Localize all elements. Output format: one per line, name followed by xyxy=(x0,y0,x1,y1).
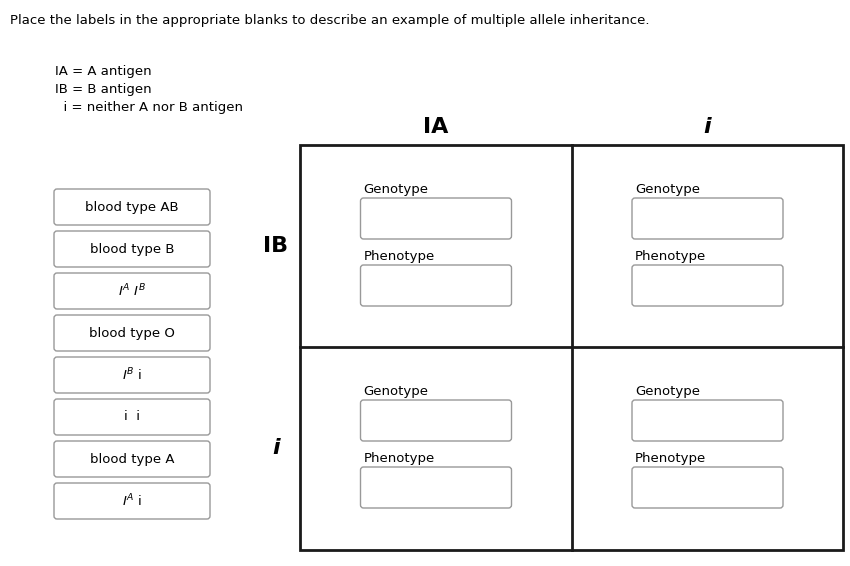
Text: $I^B$ i: $I^B$ i xyxy=(122,367,142,383)
Text: i  i: i i xyxy=(124,410,140,423)
Text: Phenotype: Phenotype xyxy=(364,452,434,465)
FancyBboxPatch shape xyxy=(360,400,512,441)
Text: blood type A: blood type A xyxy=(90,452,174,465)
Text: i: i xyxy=(704,117,711,137)
Text: Place the labels in the appropriate blanks to describe an example of multiple al: Place the labels in the appropriate blan… xyxy=(10,14,649,27)
Text: $I^A$ $I^B$: $I^A$ $I^B$ xyxy=(118,282,146,299)
Text: blood type AB: blood type AB xyxy=(85,200,178,213)
Bar xyxy=(300,145,843,550)
FancyBboxPatch shape xyxy=(54,231,210,267)
Text: Phenotype: Phenotype xyxy=(635,250,706,263)
FancyBboxPatch shape xyxy=(54,189,210,225)
Text: blood type B: blood type B xyxy=(90,242,174,255)
FancyBboxPatch shape xyxy=(54,483,210,519)
Text: Genotype: Genotype xyxy=(635,183,700,196)
Text: IB = B antigen: IB = B antigen xyxy=(55,83,151,96)
Text: IB: IB xyxy=(264,236,288,256)
FancyBboxPatch shape xyxy=(632,400,783,441)
FancyBboxPatch shape xyxy=(54,441,210,477)
Text: Genotype: Genotype xyxy=(364,385,428,398)
FancyBboxPatch shape xyxy=(360,265,512,306)
Text: Genotype: Genotype xyxy=(635,385,700,398)
FancyBboxPatch shape xyxy=(54,273,210,309)
Text: i = neither A nor B antigen: i = neither A nor B antigen xyxy=(55,101,243,114)
FancyBboxPatch shape xyxy=(54,357,210,393)
Text: $I^A$ i: $I^A$ i xyxy=(122,492,142,509)
FancyBboxPatch shape xyxy=(54,315,210,351)
FancyBboxPatch shape xyxy=(54,399,210,435)
Text: blood type O: blood type O xyxy=(89,327,175,340)
Text: IA: IA xyxy=(423,117,449,137)
Text: i: i xyxy=(272,439,280,458)
FancyBboxPatch shape xyxy=(632,265,783,306)
Text: Genotype: Genotype xyxy=(364,183,428,196)
FancyBboxPatch shape xyxy=(360,467,512,508)
FancyBboxPatch shape xyxy=(632,467,783,508)
Text: Phenotype: Phenotype xyxy=(635,452,706,465)
Text: IA = A antigen: IA = A antigen xyxy=(55,65,151,78)
FancyBboxPatch shape xyxy=(360,198,512,239)
Text: Phenotype: Phenotype xyxy=(364,250,434,263)
FancyBboxPatch shape xyxy=(632,198,783,239)
